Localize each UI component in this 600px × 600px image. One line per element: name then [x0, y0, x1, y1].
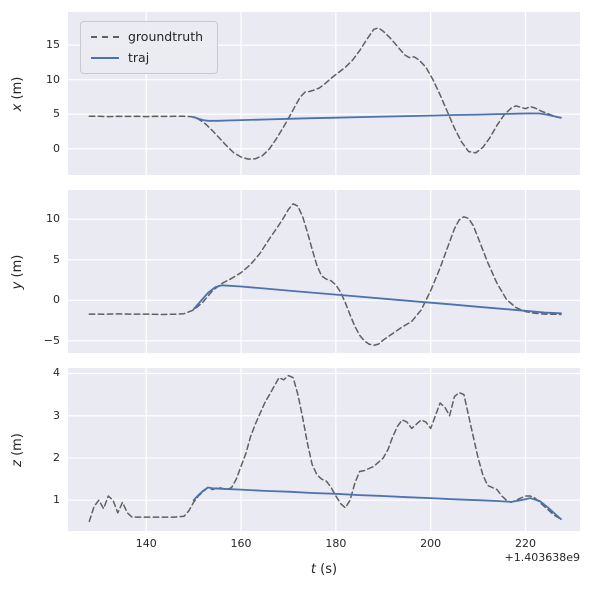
legend-line-groundtruth: [91, 36, 119, 38]
x-tick-label: 160: [230, 537, 252, 550]
axes-background: [68, 190, 580, 353]
y-tick-label: 5: [53, 252, 60, 266]
legend: groundtruth traj: [80, 21, 219, 74]
series-line-traj: [192, 284, 562, 315]
y-tick-label: 10: [46, 212, 60, 226]
y-axis-var-y: y: [10, 281, 25, 290]
y-tick-label: 0: [53, 293, 60, 307]
x-tick-label: 200: [420, 537, 442, 550]
x-tick-label: 140: [135, 537, 157, 550]
y-tick-label: 3: [53, 408, 60, 422]
y-tick-label: −5: [43, 333, 60, 347]
legend-entry-groundtruth: groundtruth: [91, 30, 203, 44]
y-tick-label: 15: [46, 38, 60, 52]
legend-line-traj: [91, 57, 119, 59]
y-tick-label: 1: [53, 493, 60, 507]
x-axis-label: t (s): [68, 562, 580, 577]
subplot-y: [68, 190, 580, 353]
series-line-groundtruth: [88, 203, 562, 347]
axes-background: [68, 368, 580, 531]
y-tick-label: 4: [53, 366, 60, 380]
y-tick-label: 0: [53, 141, 60, 155]
series-line-traj: [192, 486, 562, 521]
series-line-traj: [192, 112, 562, 122]
legend-label-traj: traj: [128, 50, 150, 65]
y-tick-label: 2: [53, 450, 60, 464]
x-tick-label: 220: [514, 537, 536, 550]
series-line-groundtruth: [88, 27, 562, 160]
legend-label-groundtruth: groundtruth: [128, 29, 204, 44]
series-line-groundtruth: [88, 374, 562, 523]
x-axis-unit: (s): [316, 562, 338, 577]
legend-entry-traj: traj: [91, 51, 203, 65]
x-axis-var: t: [310, 562, 317, 577]
x-tick-label: 180: [325, 537, 347, 550]
axis-offset-text: +1.403638e9: [504, 551, 580, 564]
subplot-z: [68, 368, 580, 531]
y-tick-label: 5: [53, 107, 60, 121]
y-tick-label: 10: [46, 72, 60, 86]
